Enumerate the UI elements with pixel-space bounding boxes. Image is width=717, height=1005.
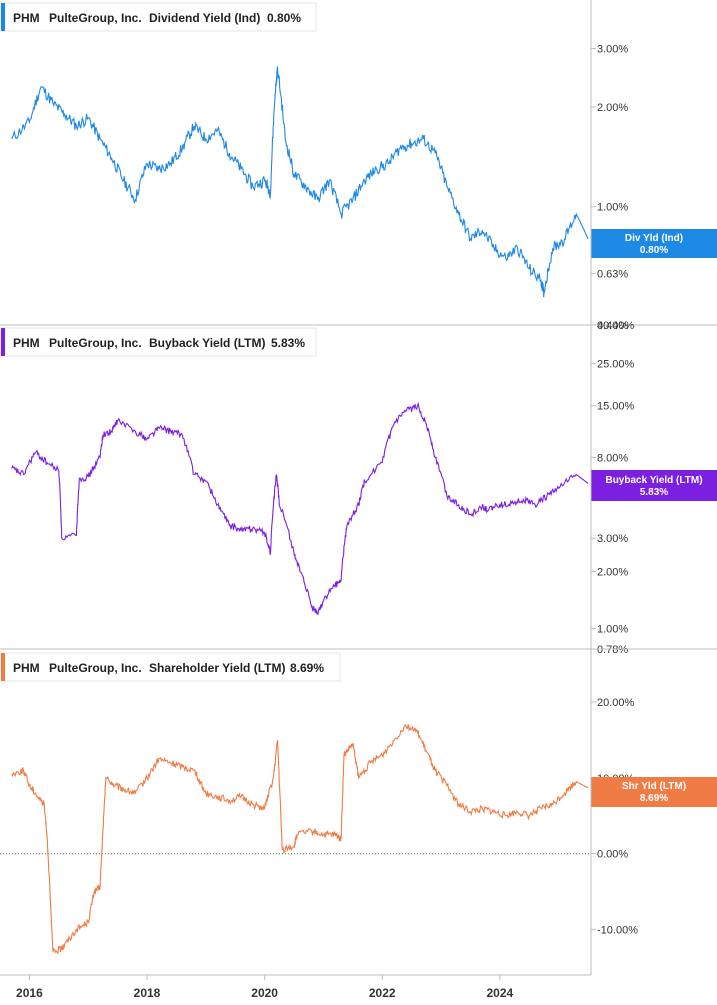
- buyback-badge-label: Buyback Yield (LTM): [605, 475, 702, 486]
- xtick-label: 2024: [486, 986, 513, 1000]
- shareholder-badge: Shr Yld (LTM) 8.69%: [591, 777, 717, 807]
- dividend-ytick-label: 1.00%: [597, 202, 628, 214]
- buyback-ytick-label: 8.00%: [597, 452, 628, 464]
- dividend-legend-box: [0, 2, 317, 32]
- dividend-badge-label: Div Yld (Ind): [625, 233, 683, 244]
- x-axis-ticks: 2016 2018 2020 2022 2024: [16, 975, 514, 1000]
- shareholder-badge-label: Shr Yld (LTM): [622, 781, 686, 792]
- dividend-ytick-label: 0.63%: [597, 268, 628, 280]
- buyback-legend-company: PulteGroup, Inc.: [49, 336, 142, 350]
- shareholder-legend-ticker: PHM: [13, 661, 40, 675]
- shareholder-ytick-label: 20.00%: [597, 697, 635, 709]
- buyback-badge: Buyback Yield (LTM) 5.83%: [591, 470, 717, 501]
- dividend-badge-value: 0.80%: [640, 245, 668, 256]
- dividend-badge: Div Yld (Ind) 0.80%: [591, 229, 717, 258]
- shareholder-legend-box: [0, 652, 341, 682]
- panel-dividend-yield: 0.44% 0.63% 1.00% 2.00% 3.00% PHM PulteGroup…: [0, 2, 717, 332]
- dividend-yield-line: [11, 66, 589, 298]
- dividend-ytick-label: 3.00%: [597, 43, 628, 55]
- buyback-ytick-label: 40.00%: [597, 320, 635, 332]
- buyback-ytick-layer: 0.78% 1.00% 2.00% 3.00% 8.00% 15.00% 25.00% 40.…: [591, 320, 635, 656]
- dividend-ytick-label: 0.44%: [597, 320, 628, 332]
- dividend-legend-company: PulteGroup, Inc.: [49, 11, 142, 25]
- shareholder-legend-value: 8.69%: [290, 661, 324, 675]
- dividend-legend: PHM PulteGroup, Inc. Dividend Yield (Ind…: [0, 2, 317, 32]
- shareholder-ytick-label: -10.00%: [597, 925, 638, 937]
- xtick-label: 2020: [251, 986, 278, 1000]
- shareholder-yield-line: [11, 723, 589, 955]
- buyback-ytick-label: 1.00%: [597, 624, 628, 636]
- shareholder-badge-box: [591, 777, 717, 807]
- xtick-label: 2022: [369, 986, 396, 1000]
- buyback-legend: PHM PulteGroup, Inc. Buyback Yield (LTM)…: [0, 327, 317, 357]
- xtick-label: 2016: [16, 986, 43, 1000]
- buyback-ytick-label: 0.78%: [597, 644, 628, 656]
- buyback-badge-box: [591, 470, 717, 501]
- dividend-ytick-layer: 0.44% 0.63% 1.00% 2.00% 3.00%: [591, 43, 628, 332]
- buyback-legend-ticker: PHM: [13, 336, 40, 350]
- shareholder-legend-swatch: [1, 653, 5, 681]
- shareholder-ytick-label: 0.00%: [597, 849, 628, 861]
- panel-buyback-yield: 0.78% 1.00% 2.00% 3.00% 8.00% 15.00% 25.00% 40.…: [0, 320, 717, 656]
- buyback-legend-metric: Buyback Yield (LTM): [149, 336, 265, 350]
- dividend-legend-ticker: PHM: [13, 11, 40, 25]
- shareholder-legend-company: PulteGroup, Inc.: [49, 661, 142, 675]
- buyback-yield-line: [11, 401, 589, 616]
- dividend-badge-box: [591, 229, 717, 258]
- buyback-legend-swatch: [1, 328, 5, 356]
- shareholder-ytick-layer: -10.00%0.00%10.00%20.00%: [591, 697, 638, 937]
- dividend-ytick-label: 2.00%: [597, 102, 628, 114]
- buyback-ytick-label: 25.00%: [597, 359, 635, 371]
- buyback-legend-value: 5.83%: [271, 336, 305, 350]
- dividend-legend-metric: Dividend Yield (Ind): [149, 11, 260, 25]
- dividend-legend-swatch: [1, 3, 5, 31]
- shareholder-legend: PHM PulteGroup, Inc. Shareholder Yield (…: [0, 652, 341, 682]
- dividend-legend-value: 0.80%: [267, 11, 301, 25]
- buyback-ytick-label: 2.00%: [597, 567, 628, 579]
- xtick-label: 2018: [134, 986, 161, 1000]
- shareholder-badge-value: 8.69%: [640, 793, 668, 804]
- buyback-ytick-label: 15.00%: [597, 401, 635, 413]
- shareholder-legend-metric: Shareholder Yield (LTM): [149, 661, 285, 675]
- buyback-badge-value: 5.83%: [640, 487, 668, 498]
- buyback-ytick-label: 3.00%: [597, 533, 628, 545]
- panel-shareholder-yield: -10.00%0.00%10.00%20.00% PHM PulteGroup,…: [0, 652, 717, 955]
- buyback-legend-box: [0, 327, 317, 357]
